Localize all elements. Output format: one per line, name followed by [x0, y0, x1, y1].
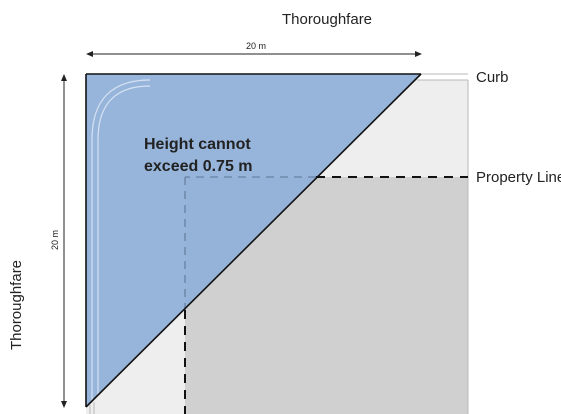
- width-dimension-arrow-icon: [86, 51, 422, 57]
- curb-lines: [89, 73, 469, 414]
- sight-triangle-outline: [85, 73, 422, 408]
- height-dimension-label: 20 m: [50, 230, 60, 250]
- top-road-label: Thoroughfare: [282, 11, 372, 28]
- height-note-line-2: exceed 0.75 m: [144, 158, 253, 175]
- curb-corner-curve: [91, 79, 151, 407]
- left-road-label: Thoroughfare: [8, 260, 25, 350]
- property-line-obscured: [184, 176, 316, 310]
- width-dimension-label: 20 m: [246, 41, 266, 51]
- hypotenuse: [85, 73, 422, 408]
- curb-label: Curb: [476, 69, 509, 86]
- height-note-line-1: Height cannot: [144, 136, 251, 153]
- height-dimension-arrow-icon: [61, 74, 67, 408]
- property-line-label: Property Line: [476, 169, 561, 186]
- property-line: [184, 176, 468, 414]
